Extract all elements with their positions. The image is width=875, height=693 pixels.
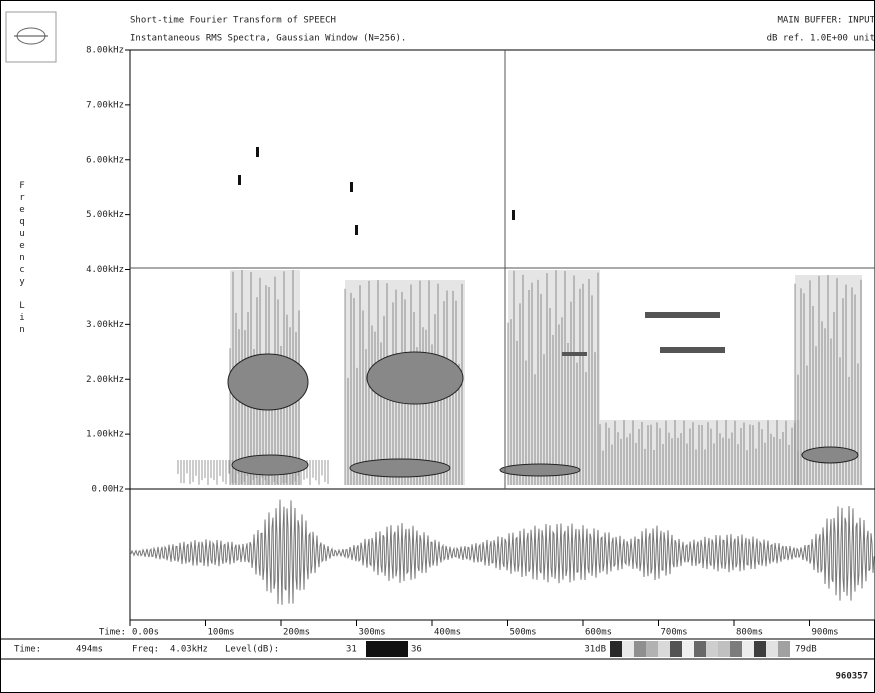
y-tick-label: 1.00kHz bbox=[86, 430, 124, 440]
formant bbox=[499, 463, 581, 477]
x-tick-label: 800ms bbox=[736, 628, 763, 638]
plot-area bbox=[129, 49, 875, 621]
scale-cell bbox=[754, 641, 766, 657]
scale-cell bbox=[610, 641, 622, 657]
x-tick-label: 300ms bbox=[359, 628, 386, 638]
y-tick-label: 0.00Hz bbox=[91, 485, 124, 495]
formant bbox=[660, 347, 725, 353]
formant bbox=[366, 351, 464, 405]
scale-cell bbox=[682, 641, 694, 657]
formant bbox=[645, 312, 720, 318]
buffer-label: MAIN BUFFER: INPUT bbox=[777, 16, 875, 26]
speckle bbox=[355, 225, 358, 235]
speckle bbox=[238, 175, 241, 185]
x-tick-label: 200ms bbox=[283, 628, 310, 638]
speckle bbox=[256, 147, 259, 157]
spectrogram-image bbox=[177, 147, 862, 485]
scale-cell bbox=[670, 641, 682, 657]
status-time-value: 494ms bbox=[76, 645, 103, 655]
scale-cell bbox=[634, 641, 646, 657]
status-level-label: Level(dB): bbox=[225, 645, 279, 655]
scale-cell bbox=[766, 641, 778, 657]
x-axis-title: Time: bbox=[99, 628, 126, 638]
scale-max: 79dB bbox=[795, 645, 817, 655]
status-level-low: 31 bbox=[346, 645, 357, 655]
logo-box bbox=[5, 11, 57, 63]
status-level-high: 36 bbox=[411, 645, 422, 655]
y-tick-label: 6.00kHz bbox=[86, 155, 124, 165]
formant bbox=[227, 353, 309, 411]
formant bbox=[231, 454, 309, 476]
scale-cell bbox=[730, 641, 742, 657]
x-tick-label: 400ms bbox=[434, 628, 461, 638]
status-freq-label: Freq: bbox=[132, 645, 159, 655]
y-tick-label: 3.00kHz bbox=[86, 320, 124, 330]
scale-cell bbox=[646, 641, 658, 657]
status-time-label: Time: bbox=[14, 645, 41, 655]
scale-cell bbox=[658, 641, 670, 657]
y-tick-label: 7.00kHz bbox=[86, 100, 124, 110]
y-tick-label: 4.00kHz bbox=[86, 265, 124, 275]
footer-code: 960357 bbox=[835, 672, 868, 682]
formant bbox=[562, 352, 587, 356]
scale-min: 31dB bbox=[584, 645, 606, 655]
y-tick-label: 2.00kHz bbox=[86, 375, 124, 385]
scale-cell bbox=[718, 641, 730, 657]
reference-label: dB ref. 1.0E+00 unit bbox=[767, 34, 875, 44]
title: Short-time Fourier Transform of SPEECH bbox=[130, 16, 336, 26]
scale-cell bbox=[778, 641, 790, 657]
x-tick-label: 0.00s bbox=[132, 628, 159, 638]
waveform bbox=[130, 499, 875, 605]
formant bbox=[349, 458, 451, 478]
x-tick-label: 900ms bbox=[812, 628, 839, 638]
status-bar: Time: 494ms Freq: 4.03kHz Level(dB): 31 … bbox=[0, 638, 875, 660]
scale-cell bbox=[694, 641, 706, 657]
x-tick-label: 100ms bbox=[208, 628, 235, 638]
y-tick-label: 8.00kHz bbox=[86, 46, 124, 56]
subtitle: Instantaneous RMS Spectra, Gaussian Wind… bbox=[130, 34, 406, 44]
logo bbox=[5, 11, 57, 63]
y-tick-label: 5.00kHz bbox=[86, 210, 124, 220]
status-freq-value: 4.03kHz bbox=[170, 645, 208, 655]
formant bbox=[801, 446, 859, 464]
scale-cell bbox=[706, 641, 718, 657]
scale-cell bbox=[622, 641, 634, 657]
x-tick-label: 600ms bbox=[585, 628, 612, 638]
speckle bbox=[350, 182, 353, 192]
level-swatch bbox=[366, 641, 408, 657]
x-tick-label: 700ms bbox=[661, 628, 688, 638]
x-tick-label: 500ms bbox=[510, 628, 537, 638]
speckle bbox=[512, 210, 515, 220]
scale-cell bbox=[742, 641, 754, 657]
